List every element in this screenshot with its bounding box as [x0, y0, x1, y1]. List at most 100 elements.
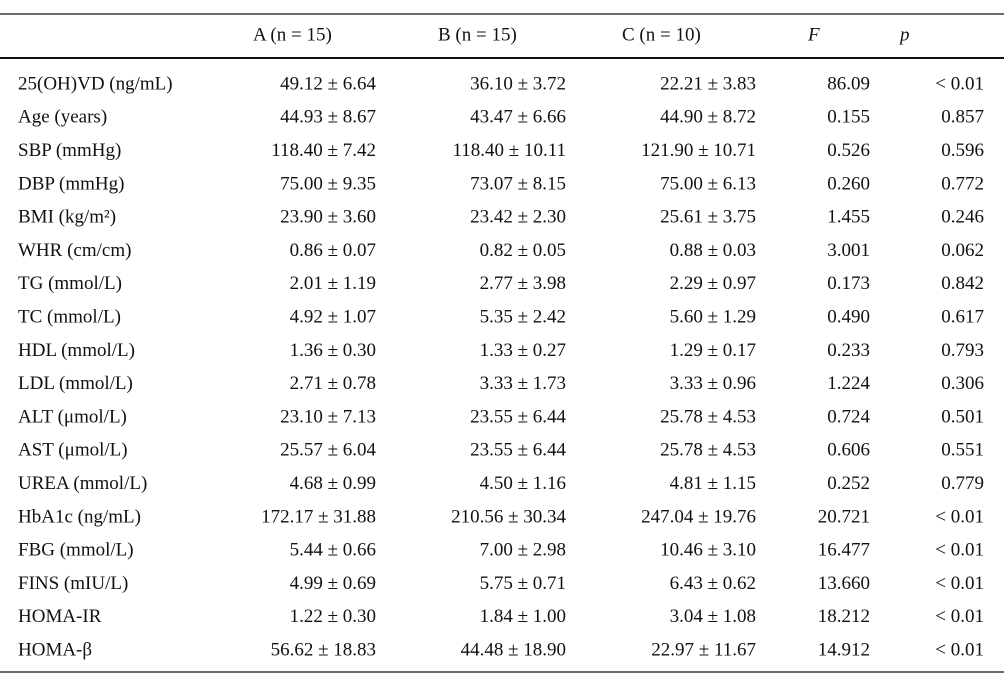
f-value: 0.173 — [827, 273, 870, 294]
p-value: 0.617 — [941, 306, 984, 327]
value-a: 4.68 ± 0.99 — [290, 473, 376, 494]
p-value: < 0.01 — [935, 639, 984, 660]
row-label: BMI (kg/m²) — [18, 207, 116, 228]
value-b: 23.42 ± 2.30 — [470, 207, 566, 228]
value-b: 36.10 ± 3.72 — [470, 73, 566, 94]
value-a: 1.36 ± 0.30 — [290, 340, 376, 361]
value-a: 49.12 ± 6.64 — [280, 73, 376, 94]
value-c: 5.60 ± 1.29 — [670, 306, 756, 327]
value-c: 25.78 ± 4.53 — [660, 440, 756, 461]
p-value: 0.596 — [941, 140, 984, 161]
value-b: 4.50 ± 1.16 — [480, 473, 566, 494]
value-a: 5.44 ± 0.66 — [290, 540, 376, 561]
row-label: HDL (mmol/L) — [18, 340, 135, 361]
f-value: 18.212 — [818, 606, 870, 627]
row-label: FINS (mIU/L) — [18, 573, 128, 594]
p-value: 0.062 — [941, 240, 984, 261]
value-a: 0.86 ± 0.07 — [290, 240, 376, 261]
value-b: 23.55 ± 6.44 — [470, 440, 566, 461]
f-value: 20.721 — [818, 506, 870, 527]
value-c: 6.43 ± 0.62 — [670, 573, 756, 594]
column-header: B (n = 15) — [438, 24, 517, 45]
column-header: C (n = 10) — [622, 24, 701, 45]
value-b: 73.07 ± 8.15 — [470, 173, 566, 194]
f-value: 1.455 — [827, 207, 870, 228]
p-value: < 0.01 — [935, 606, 984, 627]
row-label: FBG (mmol/L) — [18, 540, 134, 561]
p-value: 0.772 — [941, 173, 984, 194]
value-c: 247.04 ± 19.76 — [641, 506, 756, 527]
f-value: 0.526 — [827, 140, 870, 161]
f-value: 3.001 — [827, 240, 870, 261]
p-value: 0.501 — [941, 406, 984, 427]
value-b: 5.75 ± 0.71 — [480, 573, 566, 594]
row-label: Age (years) — [18, 107, 107, 128]
p-value: < 0.01 — [935, 73, 984, 94]
value-c: 10.46 ± 3.10 — [660, 540, 756, 561]
row-label: TC (mmol/L) — [18, 306, 121, 327]
f-value: 0.606 — [827, 440, 870, 461]
value-c: 25.61 ± 3.75 — [660, 207, 756, 228]
value-b: 1.84 ± 1.00 — [480, 606, 566, 627]
value-b: 1.33 ± 0.27 — [480, 340, 566, 361]
value-c: 2.29 ± 0.97 — [670, 273, 756, 294]
p-value: 0.857 — [941, 107, 984, 128]
p-value: 0.246 — [941, 207, 984, 228]
value-c: 0.88 ± 0.03 — [670, 240, 756, 261]
row-label: HbA1c (ng/mL) — [18, 506, 141, 527]
p-value: 0.779 — [941, 473, 984, 494]
f-value: 1.224 — [827, 373, 870, 394]
value-c: 1.29 ± 0.17 — [670, 340, 756, 361]
value-b: 0.82 ± 0.05 — [480, 240, 566, 261]
row-label: HOMA-β — [18, 639, 92, 660]
column-header: A (n = 15) — [253, 24, 332, 45]
value-a: 2.71 ± 0.78 — [290, 373, 376, 394]
value-c: 3.33 ± 0.96 — [670, 373, 756, 394]
value-c: 3.04 ± 1.08 — [670, 606, 756, 627]
row-label: ALT (μmol/L) — [18, 406, 127, 427]
f-value: 0.252 — [827, 473, 870, 494]
value-b: 43.47 ± 6.66 — [470, 107, 566, 128]
f-value: 0.724 — [827, 406, 870, 427]
value-b: 210.56 ± 30.34 — [451, 506, 566, 527]
f-value: 0.155 — [827, 107, 870, 128]
f-value: 16.477 — [818, 540, 870, 561]
row-label: HOMA-IR — [18, 606, 102, 627]
p-value: 0.793 — [941, 340, 984, 361]
p-value: < 0.01 — [935, 540, 984, 561]
value-a: 23.10 ± 7.13 — [280, 406, 376, 427]
value-b: 3.33 ± 1.73 — [480, 373, 566, 394]
value-c: 4.81 ± 1.15 — [670, 473, 756, 494]
row-label: DBP (mmHg) — [18, 173, 124, 194]
f-value: 0.490 — [827, 306, 870, 327]
value-a: 75.00 ± 9.35 — [280, 173, 376, 194]
row-label: AST (μmol/L) — [18, 440, 128, 461]
value-c: 75.00 ± 6.13 — [660, 173, 756, 194]
row-label: TG (mmol/L) — [18, 273, 122, 294]
value-c: 22.97 ± 11.67 — [651, 639, 756, 660]
value-a: 44.93 ± 8.67 — [280, 107, 376, 128]
row-label: UREA (mmol/L) — [18, 473, 147, 494]
value-b: 2.77 ± 3.98 — [480, 273, 566, 294]
p-value: 0.551 — [941, 440, 984, 461]
value-a: 118.40 ± 7.42 — [271, 140, 376, 161]
value-b: 7.00 ± 2.98 — [480, 540, 566, 561]
f-value: 13.660 — [818, 573, 870, 594]
p-value: < 0.01 — [935, 573, 984, 594]
p-value: 0.306 — [941, 373, 984, 394]
column-header: p — [898, 24, 910, 45]
value-c: 44.90 ± 8.72 — [660, 107, 756, 128]
value-c: 121.90 ± 10.71 — [641, 140, 756, 161]
value-a: 4.92 ± 1.07 — [290, 306, 376, 327]
p-value: < 0.01 — [935, 506, 984, 527]
p-value: 0.842 — [941, 273, 984, 294]
f-value: 86.09 — [827, 73, 870, 94]
value-a: 1.22 ± 0.30 — [290, 606, 376, 627]
value-b: 23.55 ± 6.44 — [470, 406, 566, 427]
f-value: 0.233 — [827, 340, 870, 361]
row-label: LDL (mmol/L) — [18, 373, 133, 394]
value-a: 172.17 ± 31.88 — [261, 506, 376, 527]
value-b: 5.35 ± 2.42 — [480, 306, 566, 327]
row-label: 25(OH)VD (ng/mL) — [18, 73, 173, 94]
value-c: 22.21 ± 3.83 — [660, 73, 756, 94]
